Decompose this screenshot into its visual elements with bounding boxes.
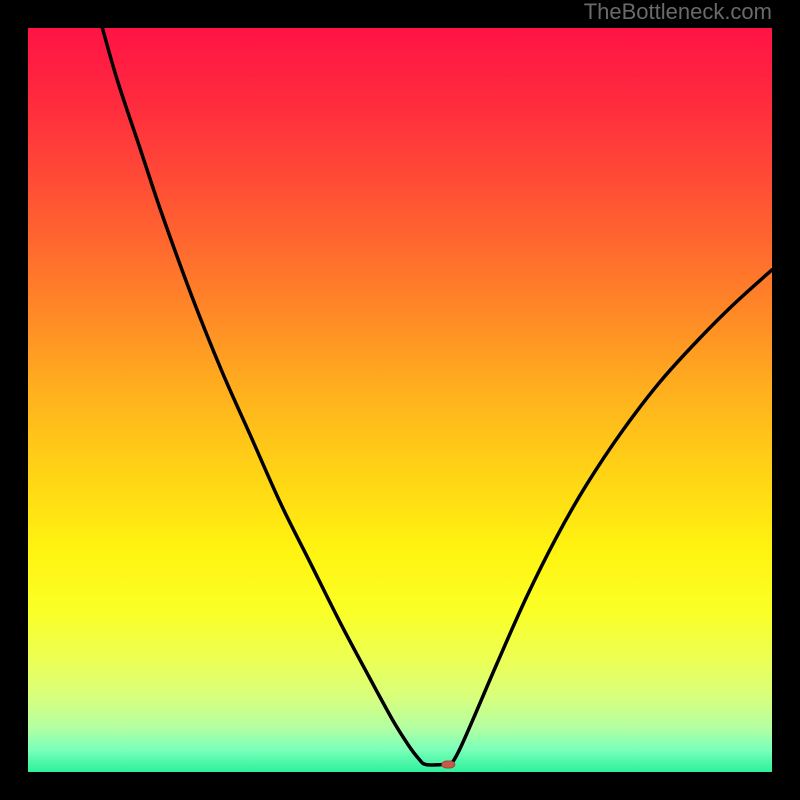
chart-container: TheBottleneck.com	[0, 0, 800, 800]
plot-area	[28, 28, 772, 772]
frame-border-bottom	[0, 772, 800, 800]
curve-path	[102, 28, 772, 766]
bottleneck-curve	[28, 28, 772, 772]
attribution-text: TheBottleneck.com	[584, 0, 772, 24]
frame-border-left	[0, 0, 28, 800]
frame-border-right	[772, 0, 800, 800]
